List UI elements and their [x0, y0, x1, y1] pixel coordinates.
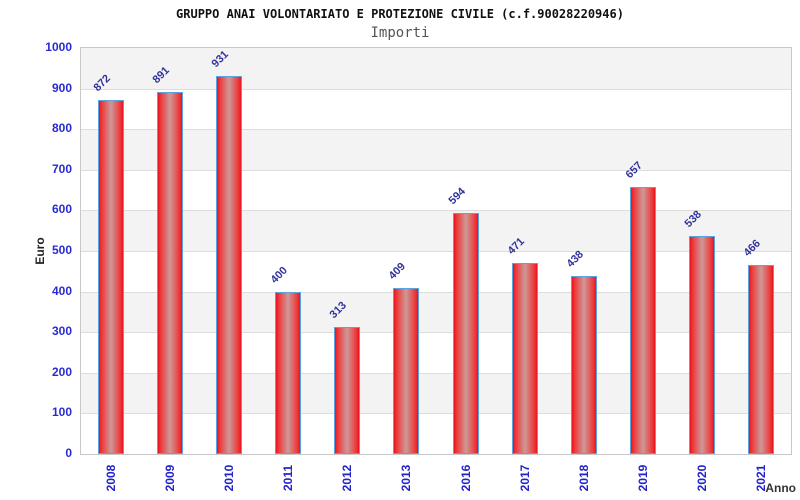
- plot-band: [81, 210, 791, 251]
- bar-value-label: 471: [505, 235, 527, 257]
- chart-title: GRUPPO ANAI VOLONTARIATO E PROTEZIONE CI…: [176, 7, 624, 21]
- y-tick-label: 900: [51, 80, 72, 95]
- bar-value-label: 872: [91, 72, 113, 94]
- y-tick-label: 0: [65, 446, 72, 460]
- x-tick-label: 2019: [636, 464, 651, 492]
- y-tick-label: 800: [51, 121, 72, 136]
- bar-value-label: 538: [682, 208, 705, 230]
- x-tick-label: 2016: [458, 464, 473, 492]
- bar-2013: [393, 287, 420, 454]
- gridline: [81, 332, 791, 334]
- bar-value-label: 931: [209, 48, 231, 71]
- plot-area: 872 891 931 400 313 409 594 471 438 657 538 466: [80, 47, 792, 455]
- x-tick-label: 2020: [695, 464, 710, 492]
- bar-2008: [97, 99, 124, 454]
- plot-band: [81, 372, 791, 414]
- y-tick-label: 500: [51, 243, 72, 257]
- x-tick-label: 2008: [103, 464, 118, 492]
- gridline: [81, 372, 791, 374]
- bar-slot: 466: [732, 48, 791, 454]
- gridline: [81, 251, 791, 252]
- bar-2009: [156, 92, 183, 454]
- bar-slot: 538: [673, 48, 732, 454]
- x-tick-label: 2018: [576, 464, 591, 492]
- y-tick-label: 200: [51, 364, 72, 379]
- bar-slot: 409: [377, 48, 436, 454]
- plot-band: [81, 291, 791, 333]
- bar-value-label: 657: [623, 159, 646, 182]
- bar-slot: 438: [554, 48, 613, 454]
- y-tick-label: 400: [51, 283, 72, 298]
- bar-slot: 872: [81, 48, 140, 454]
- x-axis-title: Anno: [765, 481, 796, 495]
- gridline: [81, 169, 791, 171]
- gridline: [81, 413, 791, 415]
- plot-band: [81, 48, 791, 89]
- gridline: [81, 291, 791, 293]
- y-tick-label: 700: [51, 161, 72, 176]
- x-tick-label: 2010: [221, 464, 236, 492]
- gridline: [81, 129, 791, 131]
- bar-2020: [689, 235, 716, 454]
- bar-value-label: 400: [268, 264, 291, 286]
- y-tick-label: 300: [51, 324, 72, 339]
- bar-slot: 313: [318, 48, 377, 454]
- bar-slot: 594: [436, 48, 495, 454]
- bar-2018: [570, 276, 597, 454]
- x-tick-label: 2009: [162, 464, 177, 492]
- bar-2012: [334, 326, 361, 454]
- bar-slot: 931: [199, 48, 258, 454]
- bar-slot: 657: [614, 48, 673, 454]
- bar-slot: 891: [140, 48, 199, 454]
- gridline: [81, 88, 791, 90]
- y-tick-label: 600: [51, 202, 72, 217]
- bar-2016: [452, 212, 479, 454]
- x-tick-label: 2017: [517, 464, 532, 492]
- bar-value-label: 438: [564, 248, 586, 271]
- x-tick-label: 2011: [281, 464, 296, 492]
- bar-slot: 400: [259, 48, 318, 454]
- plot-band: [81, 129, 791, 170]
- x-tick-label: 2012: [340, 464, 355, 492]
- y-tick-label: 1000: [45, 40, 72, 54]
- bar-slot: 471: [495, 48, 554, 454]
- y-axis-title: Euro: [33, 237, 47, 265]
- bar-value-label: 409: [386, 260, 409, 282]
- bar-2011: [275, 291, 302, 454]
- bar-2017: [511, 262, 538, 454]
- chart-subtitle: Importi: [370, 25, 430, 41]
- bar-value-label: 313: [327, 299, 350, 321]
- y-tick-label: 100: [51, 405, 72, 420]
- bar-value-label: 594: [446, 185, 468, 207]
- bar-value-label: 466: [741, 237, 764, 259]
- bar-2021: [748, 264, 775, 454]
- bar-value-label: 891: [150, 64, 172, 87]
- bar-2010: [215, 76, 242, 454]
- bar-2019: [630, 187, 657, 454]
- x-tick-label: 2013: [399, 464, 414, 492]
- gridline: [81, 210, 791, 212]
